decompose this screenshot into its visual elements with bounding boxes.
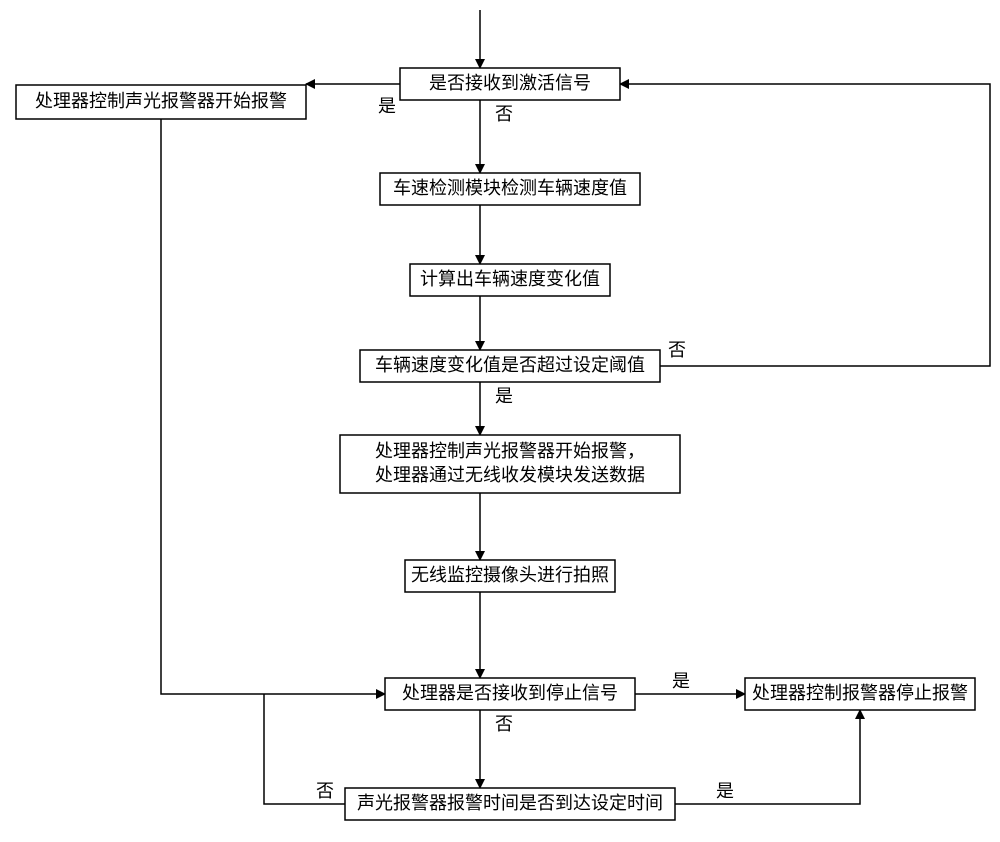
node-speed-detect: 车速检测模块检测车辆速度值 bbox=[380, 173, 640, 205]
node-camera-label-0: 无线监控摄像头进行拍照 bbox=[411, 565, 609, 585]
e-thresh-yes-label: 是 bbox=[495, 386, 513, 406]
e-thresh-no-label: 否 bbox=[668, 340, 686, 360]
node-threshold: 车辆速度变化值是否超过设定阈值 bbox=[360, 350, 660, 382]
e-time-yes bbox=[675, 710, 860, 804]
node-stop-signal-label-0: 处理器是否接收到停止信号 bbox=[402, 683, 618, 703]
node-alarm-send-label-1: 处理器通过无线收发模块发送数据 bbox=[375, 465, 645, 485]
node-alarm-start-left-label-0: 处理器控制声光报警器开始报警 bbox=[35, 91, 287, 111]
e-act-no-label: 否 bbox=[495, 104, 513, 124]
node-threshold-label-0: 车辆速度变化值是否超过设定阈值 bbox=[375, 355, 645, 375]
e-time-no-label: 否 bbox=[316, 781, 334, 801]
node-time-reached-label-0: 声光报警器报警时间是否到达设定时间 bbox=[357, 793, 663, 813]
node-alarm-send: 处理器控制声光报警器开始报警， 处理器通过无线收发模块发送数据 bbox=[340, 435, 680, 493]
flowchart: 是否是否是否是否 处理器控制声光报警器开始报警是否接收到激活信号车速检测模块检测… bbox=[0, 0, 1000, 842]
e-thresh-no bbox=[620, 84, 990, 366]
nodes-layer: 处理器控制声光报警器开始报警 是否接收到激活信号车速检测模块检测车辆速度值计算出车… bbox=[16, 68, 975, 820]
node-camera: 无线监控摄像头进行拍照 bbox=[405, 560, 615, 592]
node-activation-label-0: 是否接收到激活信号 bbox=[429, 73, 591, 93]
node-calc-change-label-0: 计算出车辆速度变化值 bbox=[420, 269, 600, 289]
node-time-reached: 声光报警器报警时间是否到达设定时间 bbox=[345, 788, 675, 820]
node-stop-alarm-label-0: 处理器控制报警器停止报警 bbox=[752, 683, 968, 703]
node-speed-detect-label-0: 车速检测模块检测车辆速度值 bbox=[393, 178, 627, 198]
node-alarm-start-left: 处理器控制声光报警器开始报警 bbox=[16, 85, 306, 119]
node-calc-change: 计算出车辆速度变化值 bbox=[410, 264, 610, 296]
node-activation: 是否接收到激活信号 bbox=[400, 68, 620, 100]
e-time-yes-label: 是 bbox=[716, 781, 734, 801]
e-act-yes-label: 是 bbox=[378, 96, 396, 116]
e-left-stop bbox=[161, 119, 385, 694]
node-stop-signal: 处理器是否接收到停止信号 bbox=[385, 678, 635, 710]
node-stop-alarm: 处理器控制报警器停止报警 bbox=[745, 678, 975, 710]
node-alarm-send-label-0: 处理器控制声光报警器开始报警， bbox=[375, 441, 645, 461]
e-stop-no-label: 否 bbox=[495, 714, 513, 734]
e-stop-yes-label: 是 bbox=[672, 671, 690, 691]
